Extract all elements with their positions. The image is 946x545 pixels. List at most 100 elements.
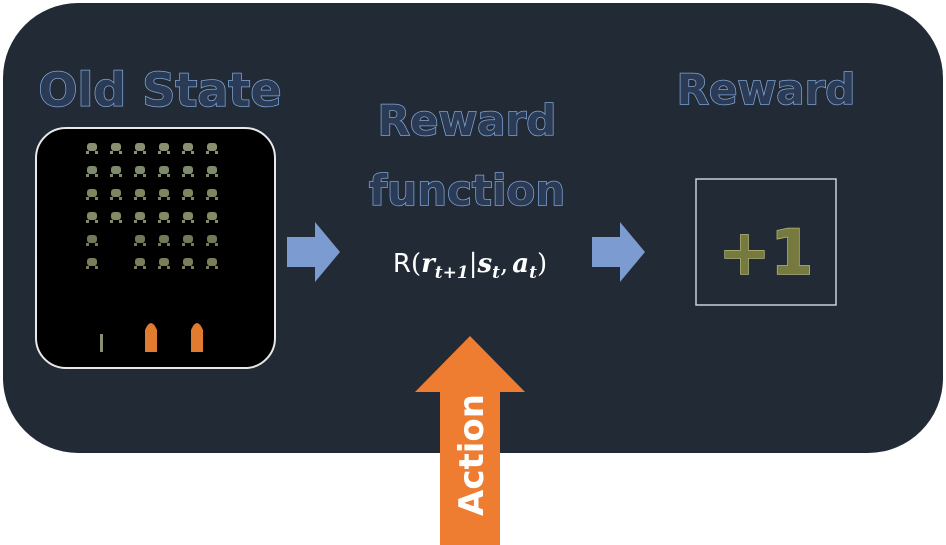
invader xyxy=(143,197,146,200)
invader xyxy=(206,220,209,223)
invader xyxy=(191,197,194,200)
old-state-title: Old State xyxy=(38,63,281,117)
invader xyxy=(95,220,98,223)
invaders xyxy=(86,143,218,352)
reward-box xyxy=(695,178,837,306)
invader xyxy=(87,212,97,220)
formula-part: r xyxy=(421,249,437,279)
invader xyxy=(182,266,185,269)
reward-title: Reward xyxy=(677,65,856,114)
invader xyxy=(110,197,113,200)
invader xyxy=(86,220,89,223)
invader xyxy=(119,151,122,154)
invader xyxy=(134,266,137,269)
invader xyxy=(158,151,161,154)
invader xyxy=(111,143,121,151)
invader xyxy=(143,243,146,246)
invader xyxy=(182,197,185,200)
invader xyxy=(182,243,185,246)
invader xyxy=(95,151,98,154)
invader xyxy=(159,235,169,243)
invader xyxy=(100,334,103,352)
invader xyxy=(207,235,217,243)
invader xyxy=(215,243,218,246)
arrow-right xyxy=(287,222,340,282)
invader xyxy=(134,197,137,200)
invader xyxy=(143,151,146,154)
invader xyxy=(207,189,217,197)
invader xyxy=(191,151,194,154)
invader xyxy=(87,143,97,151)
invader xyxy=(86,243,89,246)
invader xyxy=(191,243,194,246)
invader xyxy=(159,143,169,151)
invader xyxy=(95,243,98,246)
invader xyxy=(182,151,185,154)
invader xyxy=(87,189,97,197)
invader xyxy=(95,197,98,200)
invader xyxy=(183,166,193,174)
arrow-right xyxy=(592,222,645,282)
invader xyxy=(159,212,169,220)
invader xyxy=(87,235,97,243)
invader xyxy=(143,174,146,177)
invader xyxy=(206,174,209,177)
invader xyxy=(167,266,170,269)
invader xyxy=(215,151,218,154)
invader xyxy=(206,151,209,154)
invader xyxy=(207,212,217,220)
invader xyxy=(215,197,218,200)
invader xyxy=(143,220,146,223)
invader xyxy=(215,266,218,269)
invader xyxy=(206,243,209,246)
invader xyxy=(207,166,217,174)
invader xyxy=(158,266,161,269)
formula-part: ) xyxy=(537,249,547,279)
invader xyxy=(183,143,193,151)
invader xyxy=(182,174,185,177)
invader xyxy=(135,258,145,266)
invader xyxy=(134,243,137,246)
reward-function-title: Reward xyxy=(378,96,557,145)
invader xyxy=(167,243,170,246)
invader xyxy=(111,166,121,174)
invader xyxy=(183,189,193,197)
invader xyxy=(191,323,203,352)
invader xyxy=(86,197,89,200)
action-label: Action xyxy=(452,394,492,516)
invader xyxy=(95,174,98,177)
invader xyxy=(183,212,193,220)
invader xyxy=(207,258,217,266)
invader xyxy=(159,258,169,266)
invader xyxy=(110,174,113,177)
formula-part: t+1 xyxy=(435,263,469,283)
invader xyxy=(119,220,122,223)
invader xyxy=(158,174,161,177)
invader xyxy=(86,266,89,269)
invader xyxy=(182,220,185,223)
invader xyxy=(158,220,161,223)
invader xyxy=(134,151,137,154)
invader xyxy=(86,174,89,177)
formula-part: | xyxy=(469,249,478,279)
invader xyxy=(87,166,97,174)
invader xyxy=(183,235,193,243)
invader xyxy=(86,151,89,154)
invader xyxy=(135,235,145,243)
invader xyxy=(167,197,170,200)
invader xyxy=(119,174,122,177)
invader xyxy=(110,220,113,223)
reward-function-title: function xyxy=(369,166,565,215)
invader xyxy=(135,143,145,151)
invader xyxy=(95,266,98,269)
invader xyxy=(134,174,137,177)
invader xyxy=(145,323,157,352)
invader xyxy=(159,189,169,197)
reward-value: +1 xyxy=(718,216,813,289)
invader xyxy=(158,197,161,200)
invader xyxy=(158,243,161,246)
invader xyxy=(206,197,209,200)
invader xyxy=(111,189,121,197)
formula-part: t xyxy=(529,263,537,283)
invader xyxy=(135,189,145,197)
